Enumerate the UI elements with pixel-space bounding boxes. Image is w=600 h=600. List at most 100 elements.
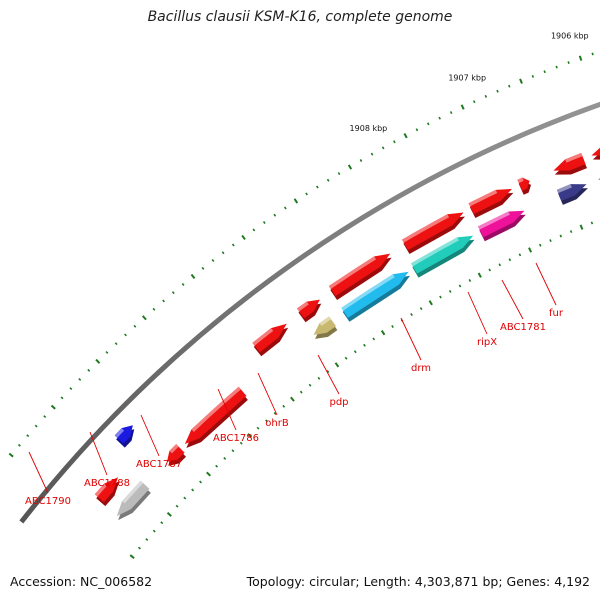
gene-arrow-highlight [517, 177, 524, 184]
label-leader-line [501, 279, 524, 320]
gene-arrow-body [166, 444, 185, 462]
gene-label: ABC1787 [136, 459, 182, 470]
inner-tick [129, 554, 135, 560]
inner-tick [191, 488, 195, 492]
gene-label: ripX [477, 337, 497, 348]
gene-arrow-highlight [319, 316, 332, 326]
inner-tick [579, 224, 584, 230]
gene-arrow-6 [252, 323, 289, 357]
outer-tick [43, 415, 47, 419]
outer-tick [105, 351, 109, 354]
inner-tick [152, 529, 156, 533]
outer-tick [508, 84, 511, 88]
outer-tick [26, 434, 30, 438]
outer-tick [316, 185, 319, 189]
gene-arrow-10 [328, 253, 392, 300]
inner-tick [428, 300, 433, 306]
inner-tick [419, 307, 423, 311]
gene-arrow-highlight [411, 237, 459, 267]
inner-tick [539, 243, 542, 247]
gene-arrow-19 [591, 147, 600, 160]
outer-tick [50, 404, 56, 410]
outer-tick [449, 111, 453, 115]
outer-tick [337, 172, 341, 176]
gene-arrow-highlight [191, 386, 241, 432]
outer-tick [78, 377, 82, 381]
inner-tick [326, 370, 330, 374]
outer-tick [114, 342, 118, 346]
outer-tick [543, 70, 546, 74]
outer-tick [181, 282, 185, 286]
gene-arrow-body [411, 235, 474, 274]
scale-label: 1907 kbp [448, 74, 486, 83]
outer-tick [17, 443, 21, 447]
inner-tick [206, 471, 212, 477]
gene-arrow-body [341, 271, 409, 318]
gene-arrow-highlight [114, 428, 125, 438]
outer-tick [403, 133, 408, 139]
outer-tick [171, 291, 175, 295]
gene-arrow-body [477, 210, 525, 238]
outer-tick [591, 52, 594, 56]
inner-tick [282, 404, 286, 408]
gene-arrow-body [116, 480, 150, 517]
inner-tick [528, 247, 533, 253]
gene-arrow-body [328, 253, 391, 296]
outer-tick [283, 206, 287, 210]
inner-tick-ring [129, 221, 594, 560]
inner-tick [549, 239, 552, 243]
inner-tick [508, 258, 512, 262]
inner-tick [183, 496, 187, 500]
gene-label: fur [549, 308, 564, 319]
outer-tick [438, 116, 441, 120]
outer-tick [211, 259, 215, 262]
inner-tick [353, 350, 357, 354]
inner-tick [477, 272, 482, 278]
label-leader-line [317, 354, 340, 395]
outer-tick [519, 78, 523, 84]
gene-arrow-highlight [565, 152, 583, 163]
inner-tick [391, 325, 394, 329]
inner-tick [160, 521, 164, 525]
gene-arrow-9 [341, 271, 411, 322]
outer-tick [262, 221, 266, 225]
outer-tick [162, 299, 166, 303]
gene-arrow-13 [477, 210, 526, 242]
outer-tick-ring [8, 52, 594, 458]
gene-arrow-17 [553, 152, 587, 175]
accession-text: Accession: NC_006582 [10, 574, 153, 589]
inner-tick [247, 433, 252, 439]
gene-arrow-body [184, 386, 247, 445]
gene-arrow-7 [313, 316, 338, 339]
gene-arrow-body [94, 477, 119, 503]
inner-tick [223, 456, 227, 460]
gene-label: ABC1781 [500, 322, 546, 333]
outer-tick [141, 315, 147, 321]
label-leader-line [140, 414, 160, 457]
label-leader-line [257, 372, 278, 416]
map-title: Bacillus clausii KSM-K16, complete genom… [147, 9, 453, 25]
outer-tick [34, 424, 38, 428]
inner-tick [138, 546, 141, 550]
label-leader-line [217, 388, 237, 431]
inner-tick [299, 390, 303, 394]
outer-tick [293, 198, 299, 204]
outer-tick [347, 164, 353, 170]
gene-arrow-highlight [297, 301, 309, 312]
inner-tick [372, 337, 376, 341]
label-leader-line [467, 291, 488, 335]
inner-tick [199, 480, 202, 484]
outer-tick [567, 61, 570, 65]
gene-arrow-12 [402, 212, 465, 254]
gene-arrow-5 [184, 386, 248, 449]
outer-tick [460, 104, 465, 110]
inner-tick [468, 279, 472, 282]
outer-tick [484, 94, 488, 98]
inner-tick [410, 312, 413, 316]
gene-label-lines [28, 262, 557, 494]
gene-arrow-highlight [477, 211, 510, 230]
inner-tick [559, 234, 563, 238]
inner-tick [439, 295, 442, 299]
inner-tick [175, 504, 179, 508]
